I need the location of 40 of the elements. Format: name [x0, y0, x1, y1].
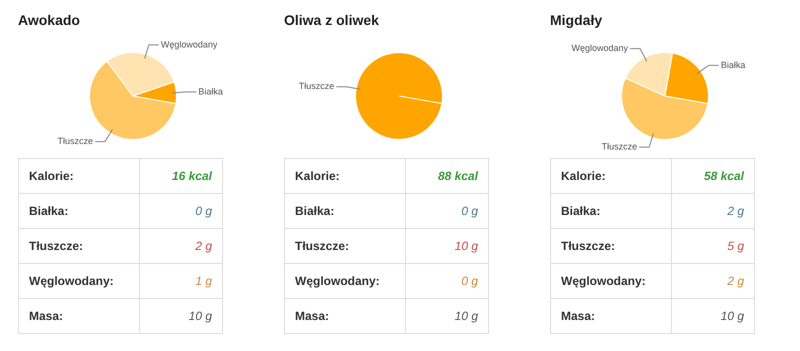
text: Tłuszcze:: [284, 228, 406, 264]
text: Węglowodany:: [18, 264, 140, 298]
text: 10 g: [140, 298, 222, 334]
text: Kalorie:: [18, 158, 140, 194]
text: Masa:: [550, 298, 672, 334]
text: Białka:: [284, 194, 406, 228]
text: 0 g: [406, 264, 488, 298]
text: 0 g: [140, 194, 222, 228]
text: 2 g: [672, 194, 754, 228]
slice-label: Węglowodany: [160, 39, 218, 50]
slice-label: Węglowodany: [572, 43, 629, 54]
text: Tłuszcze:: [18, 228, 140, 264]
text: Węglowodany:: [284, 264, 406, 298]
text: 58 kcal: [672, 158, 754, 194]
text: Masa:: [284, 298, 406, 334]
text: 10 g: [406, 228, 488, 264]
chart-title: Migdały: [550, 12, 602, 28]
text: 0 g: [406, 194, 488, 228]
text: 2 g: [140, 228, 222, 264]
text: 16 kcal: [140, 158, 222, 194]
chart-title: Awokado: [18, 12, 80, 28]
text: Masa:: [18, 298, 140, 334]
text: 2 g: [672, 264, 754, 298]
slice-label: Tłuszcze: [298, 81, 334, 92]
text: 10 g: [406, 298, 488, 334]
text: Tłuszcze:: [550, 228, 672, 264]
slice-label: Białka: [720, 60, 746, 70]
slice-label: Białka: [198, 86, 223, 96]
text: 88 kcal: [406, 158, 488, 194]
chart-title: Oliwa z oliwek: [284, 12, 379, 28]
text: Kalorie:: [550, 158, 672, 194]
text: Białka:: [18, 194, 140, 228]
text: Białka:: [550, 194, 672, 228]
text: 5 g: [672, 228, 754, 264]
slice-label: Tłuszcze: [57, 136, 93, 146]
text: 1 g: [140, 264, 222, 298]
text: 10 g: [672, 298, 754, 334]
text: Kalorie:: [284, 158, 406, 194]
slice-label: Tłuszcze: [602, 142, 638, 152]
text: Węglowodany:: [550, 264, 672, 298]
